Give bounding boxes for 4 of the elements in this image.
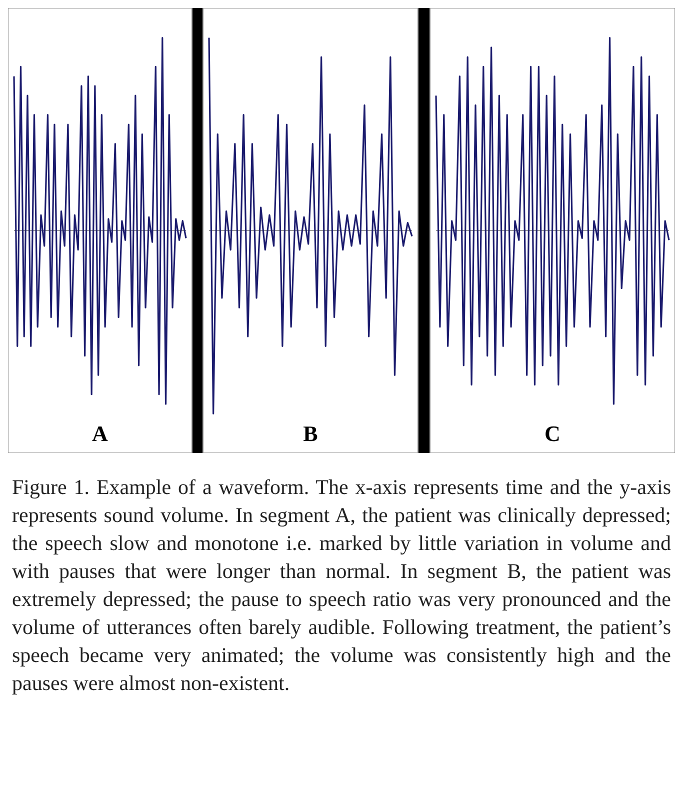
x-axis-title: B: [303, 421, 318, 446]
caption: Figure 1. Example of a waveform. The x-axis represents time and the y-axis represents sound volume. In segment A, the patient was clinically depressed; the speech slow and monotone i.e. marked by little variation in volume and with pauses that were longer than normal. In segment B, the patient was extremely depressed; the pause to speech ratio was very pronounced and the volume of utterances often barely audible. Following treatment, the patient’s speech became very animated; the volume was consistently high and the pauses were almost non-existent.: [12, 474, 671, 697]
x-axis-title: C: [544, 421, 560, 446]
x-axis-title: A: [92, 421, 108, 446]
